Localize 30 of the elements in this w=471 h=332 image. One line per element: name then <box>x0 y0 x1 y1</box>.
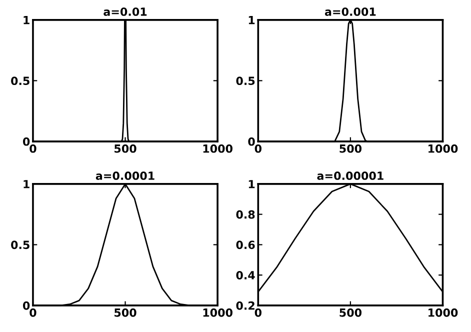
x-tick-label: 1000 <box>428 308 458 317</box>
y-tick-label: 0.6 <box>236 240 255 250</box>
y-tick-label: 1 <box>24 16 30 24</box>
x-tick-label: 500 <box>114 308 136 317</box>
y-tick-label: 0.5 <box>11 240 30 250</box>
x-tick-label: 0 <box>30 308 36 317</box>
y-tick-label: 1 <box>248 180 255 188</box>
y-tick-label: 0.4 <box>236 271 255 280</box>
x-tick-label: 1000 <box>203 144 232 153</box>
y-tick-label: 1 <box>24 180 30 188</box>
x-tick-label: 500 <box>114 144 136 153</box>
y-tick-label: 0 <box>22 301 30 310</box>
x-tick-label: 1000 <box>428 144 458 153</box>
y-tick-label: 1 <box>248 16 255 24</box>
chart-title: a=0.00001 <box>317 172 384 180</box>
y-tick-label: 0.5 <box>11 76 30 86</box>
x-tick-label: 500 <box>340 308 362 317</box>
y-tick-label: 0.5 <box>236 76 255 86</box>
y-tick-label: 0.2 <box>236 301 254 310</box>
x-tick-label: 1000 <box>203 308 232 317</box>
x-tick-label: 0 <box>30 144 36 153</box>
chart-title: a=0.0001 <box>96 172 154 180</box>
y-tick-label: 0 <box>22 137 30 146</box>
y-tick-label: 0.8 <box>236 210 255 219</box>
chart-title: a=0.001 <box>324 8 376 16</box>
x-tick-label: 0 <box>254 308 262 317</box>
x-tick-label: 500 <box>340 144 362 153</box>
y-tick-label: 0 <box>248 137 255 146</box>
chart-title: a=0.01 <box>104 8 147 16</box>
x-tick-label: 0 <box>254 144 262 153</box>
